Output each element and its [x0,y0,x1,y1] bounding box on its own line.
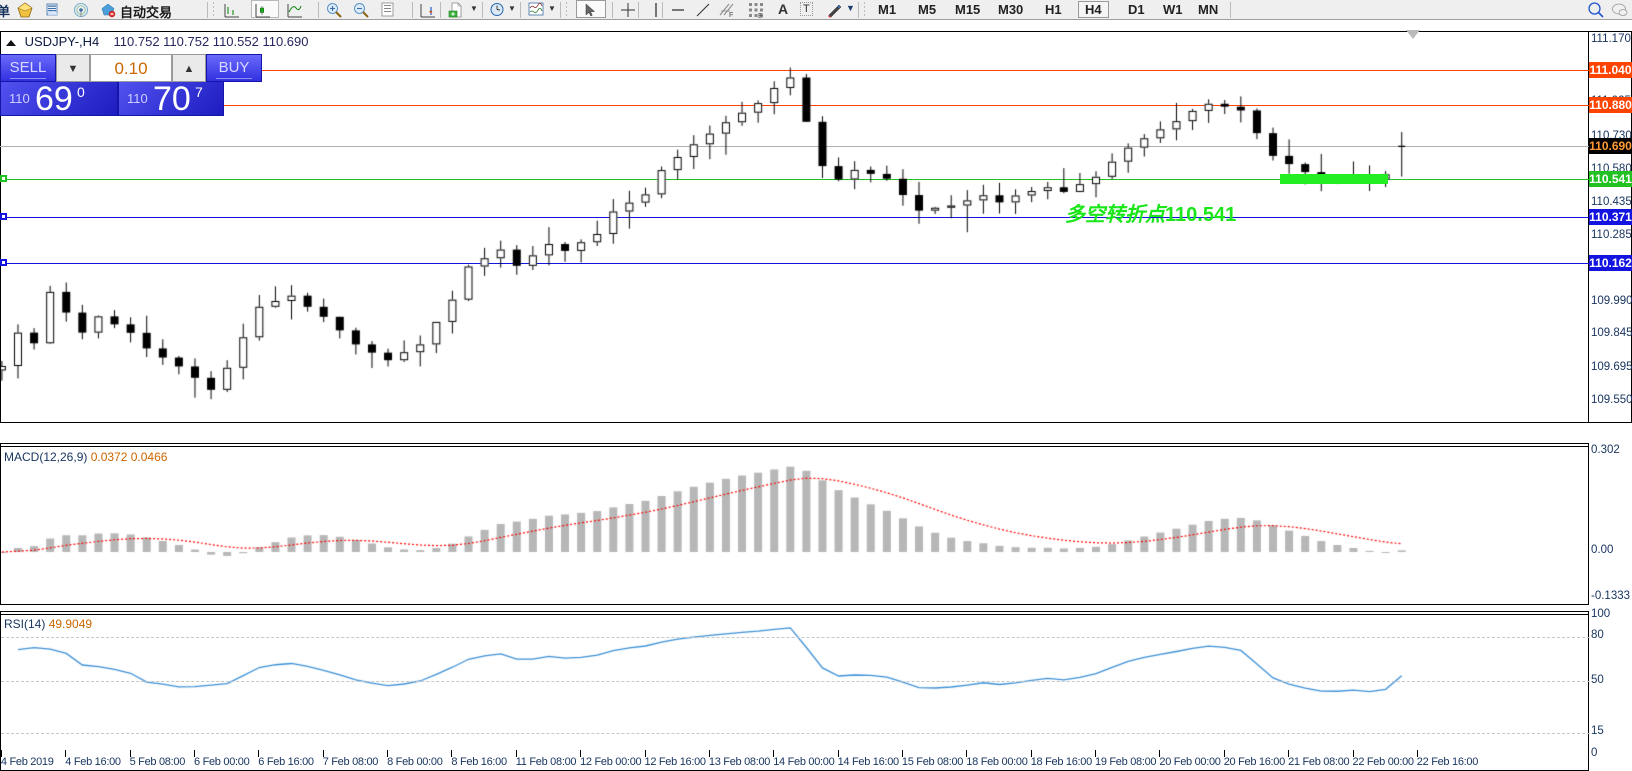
svg-text:F: F [729,12,733,18]
svg-text:E: E [758,13,763,18]
